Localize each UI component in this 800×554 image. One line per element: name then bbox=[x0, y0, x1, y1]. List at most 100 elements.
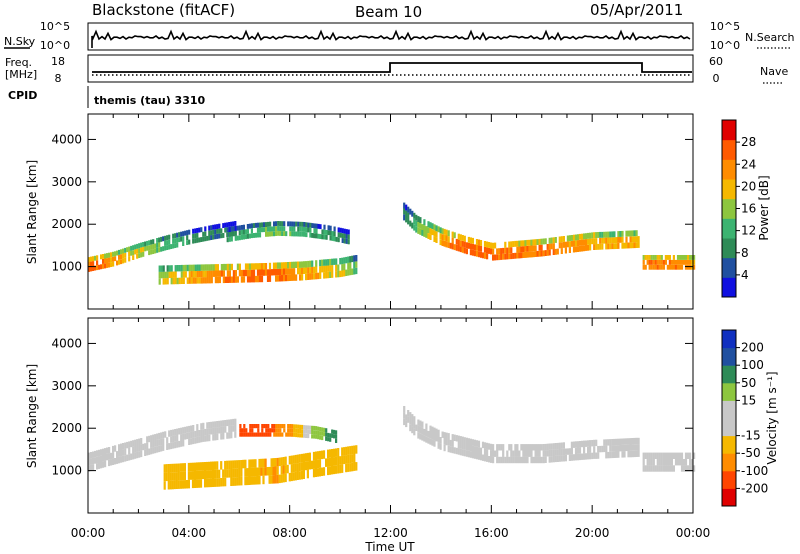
echo-cell bbox=[445, 438, 448, 446]
echo-cell bbox=[152, 441, 155, 448]
echo-cell bbox=[192, 228, 195, 234]
echo-cell bbox=[650, 459, 653, 466]
echo-cell bbox=[94, 457, 97, 464]
echo-cell bbox=[295, 432, 298, 438]
echo-cell bbox=[500, 456, 503, 464]
echo-cell bbox=[680, 465, 684, 472]
echo-cell bbox=[631, 444, 634, 451]
echo-cell bbox=[220, 270, 223, 277]
echo-cell bbox=[425, 423, 428, 430]
echo-cell bbox=[122, 258, 125, 264]
echo-cell bbox=[88, 465, 91, 472]
echo-cell bbox=[106, 258, 109, 263]
echo-cell bbox=[345, 269, 348, 276]
echo-cell bbox=[587, 446, 590, 454]
freq-panel: Freq. [MHz] 18 8 60 0 Nave bbox=[5, 54, 788, 85]
echo-cell bbox=[583, 447, 586, 454]
echo-cell bbox=[621, 444, 624, 452]
x-tick-label: 00:00 bbox=[71, 526, 106, 540]
echo-cell bbox=[313, 266, 316, 274]
echo-cell bbox=[483, 442, 487, 449]
echo-cell bbox=[176, 242, 179, 248]
echo-cell bbox=[625, 236, 628, 243]
echo-cell bbox=[206, 435, 209, 442]
echo-cell bbox=[351, 268, 354, 275]
echo-cell bbox=[100, 461, 103, 469]
echo-cell bbox=[124, 442, 127, 449]
echo-cell bbox=[244, 229, 247, 235]
echo-cell bbox=[252, 269, 256, 276]
echo-cell bbox=[176, 277, 179, 285]
echo-cell bbox=[504, 456, 507, 464]
echo-cell bbox=[224, 263, 227, 271]
echo-cell bbox=[218, 276, 221, 284]
echo-cell bbox=[303, 433, 306, 438]
echo-cell bbox=[607, 237, 610, 244]
echo-cell bbox=[341, 455, 344, 465]
echo-cell bbox=[536, 239, 539, 245]
echo-cell bbox=[226, 222, 229, 228]
echo-cell bbox=[110, 257, 113, 263]
echo-cell bbox=[321, 427, 324, 432]
echo-cell bbox=[298, 454, 301, 463]
echo-cell bbox=[258, 232, 262, 238]
echo-cell bbox=[629, 242, 632, 249]
echo-cell bbox=[589, 238, 592, 245]
echo-cell bbox=[532, 456, 535, 464]
echo-cell bbox=[136, 253, 139, 259]
echo-cell bbox=[684, 255, 688, 260]
echo-cell bbox=[100, 449, 103, 456]
echo-cell bbox=[635, 450, 638, 457]
echo-cell bbox=[172, 429, 175, 436]
echo-cell bbox=[676, 259, 680, 265]
echo-cell bbox=[463, 235, 466, 242]
echo-cell bbox=[220, 233, 223, 239]
echo-cell bbox=[193, 471, 197, 480]
echo-cell bbox=[216, 469, 219, 479]
echo-cell bbox=[351, 255, 354, 263]
echo-cell bbox=[627, 450, 630, 458]
echo-cell bbox=[249, 428, 252, 433]
echo-cell bbox=[552, 455, 555, 463]
echo-cell bbox=[524, 252, 527, 258]
echo-cell bbox=[261, 428, 264, 433]
echo-cell bbox=[613, 451, 616, 458]
echo-cell bbox=[290, 472, 293, 482]
echo-cell bbox=[449, 439, 452, 447]
echo-cell bbox=[587, 238, 590, 245]
echo-cell bbox=[473, 250, 476, 257]
echo-cell bbox=[291, 428, 294, 433]
echo-cell bbox=[457, 448, 460, 455]
echo-cell bbox=[471, 439, 474, 446]
echo-cell bbox=[279, 226, 282, 231]
echo-cell bbox=[581, 245, 584, 252]
echo-cell bbox=[676, 264, 680, 270]
echo-cell bbox=[341, 233, 344, 239]
echo-cell bbox=[500, 248, 503, 254]
echo-cell bbox=[689, 465, 692, 472]
echo-cell bbox=[273, 432, 276, 437]
echo-cell bbox=[144, 443, 147, 450]
echo-cell bbox=[455, 435, 458, 442]
echo-cell bbox=[581, 453, 584, 460]
echo-cell bbox=[556, 455, 559, 462]
echo-cell bbox=[437, 442, 440, 449]
echo-cell bbox=[642, 465, 645, 472]
echo-cell bbox=[289, 428, 292, 433]
echo-cell bbox=[546, 450, 549, 457]
echo-cell bbox=[160, 265, 163, 272]
echo-cell bbox=[247, 432, 250, 437]
velocity-ylabel: Slant Range [km] bbox=[25, 364, 39, 468]
echo-cell bbox=[180, 277, 183, 284]
echo-cell bbox=[167, 481, 170, 490]
power-colorbar-block bbox=[722, 218, 736, 239]
echo-cell bbox=[138, 253, 141, 258]
echo-cell bbox=[315, 233, 318, 239]
echo-cell bbox=[241, 432, 244, 437]
echo-cell bbox=[178, 237, 181, 243]
echo-cell bbox=[585, 245, 588, 251]
echo-cell bbox=[281, 268, 284, 275]
echo-cell bbox=[526, 251, 529, 258]
echo-cell bbox=[234, 276, 237, 283]
echo-cell bbox=[182, 236, 185, 242]
